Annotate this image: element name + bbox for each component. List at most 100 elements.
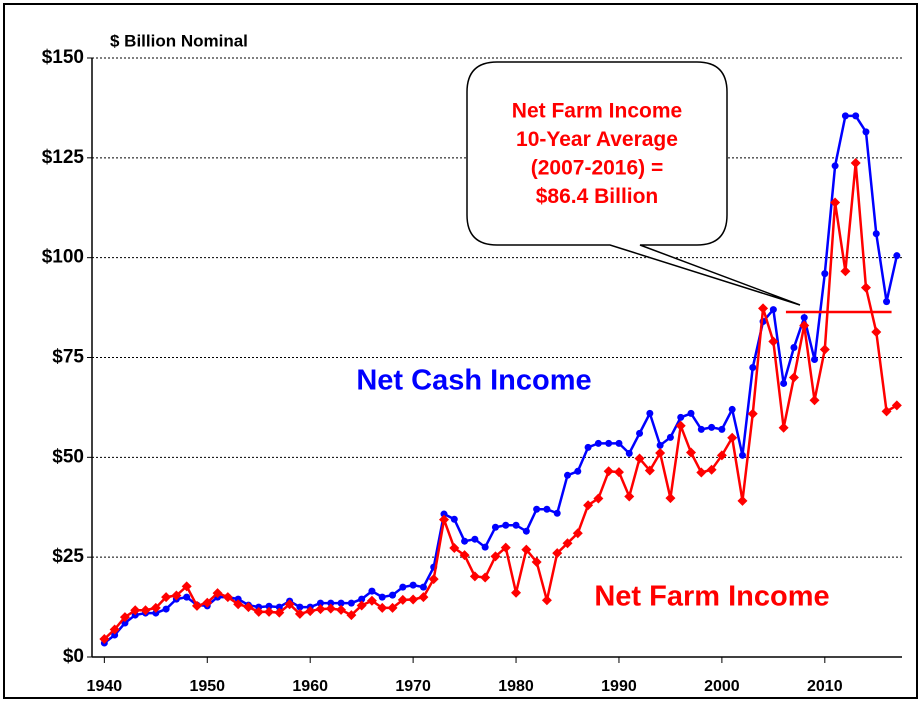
marker [706,464,717,475]
marker [738,451,746,459]
marker [264,606,275,617]
marker [152,609,160,617]
marker [809,395,820,406]
marker [387,602,398,613]
marker [491,523,499,531]
x-tick-label: 2000 [704,678,740,695]
marker [500,542,511,553]
marker [624,491,635,502]
marker [366,595,377,606]
marker [665,493,676,504]
marker [841,112,849,120]
marker [708,423,716,431]
y-tick-label: $150 [42,47,84,68]
marker [99,634,110,645]
x-tick-label: 1940 [87,678,123,695]
marker [461,537,469,545]
marker [543,505,551,513]
marker [790,344,798,352]
marker [533,505,541,513]
marker [325,603,336,614]
marker [613,467,624,478]
marker [274,607,285,618]
marker [727,432,738,443]
marker [512,521,520,529]
marker [408,594,419,605]
marker [718,425,726,433]
marker [502,521,510,529]
marker [356,600,367,611]
marker [346,610,357,621]
marker [397,594,408,605]
marker [191,600,202,611]
chart-title: $ Billion Nominal [110,31,248,50]
marker [222,592,233,603]
marker [284,599,295,610]
marker [594,439,602,447]
marker [161,592,172,603]
marker [615,439,623,447]
marker [675,420,686,431]
marker [130,605,141,616]
y-tick-label: $100 [42,247,84,268]
marker [450,515,458,523]
marker [541,595,552,606]
marker [737,495,748,506]
marker [553,509,561,517]
marker [687,409,695,417]
marker [644,465,655,476]
marker [296,603,304,611]
marker [399,583,407,591]
marker [603,466,614,477]
marker [531,556,542,567]
series-label: Net Farm Income [594,581,829,613]
marker [800,314,808,322]
marker [490,551,501,562]
frame [3,3,918,699]
marker [234,595,242,603]
marker [780,379,788,387]
y-tick-label: $0 [63,646,84,667]
marker [552,548,563,559]
marker [294,608,305,619]
x-tick-label: 2010 [807,678,843,695]
marker [749,363,757,371]
marker [840,266,851,277]
marker [336,604,347,615]
x-tick-label: 1960 [292,678,328,695]
marker [636,429,644,437]
marker [862,128,870,136]
marker [327,599,335,607]
marker [625,449,633,457]
callout [466,61,801,306]
y-tick-label: $75 [52,347,84,368]
marker [747,408,758,419]
marker [872,230,880,238]
marker [522,527,530,535]
marker [891,400,902,411]
marker [768,336,779,347]
callout-text: Net Farm Income [512,100,682,123]
marker [377,602,388,613]
marker [799,320,810,331]
marker [584,443,592,451]
marker [574,467,582,475]
marker [305,606,316,617]
marker [449,542,460,553]
marker [572,528,583,539]
marker [677,413,685,421]
marker [831,162,839,170]
marker [696,467,707,478]
y-tick-label: $25 [52,546,84,567]
callout-text: $86.4 Billion [536,185,659,208]
marker [605,439,613,447]
marker [181,581,192,592]
marker [337,599,345,607]
marker [562,538,573,549]
marker [368,587,376,595]
marker [111,631,119,639]
x-tick-label: 1970 [395,678,431,695]
series-label: Net Cash Income [356,365,591,397]
marker [881,406,892,417]
